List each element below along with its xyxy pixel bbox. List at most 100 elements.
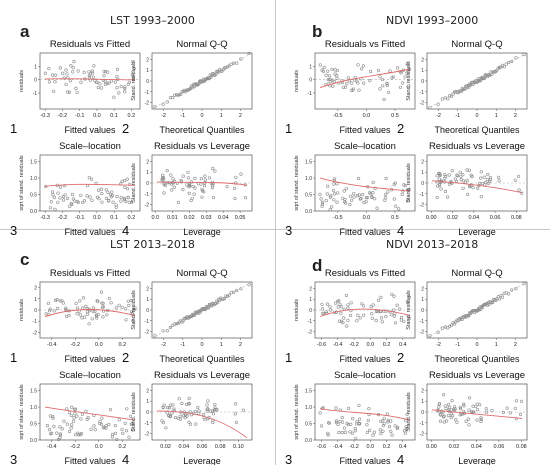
data-point [125,187,130,191]
data-point [465,178,469,182]
x-axis-label: Leverage [458,227,496,237]
data-point [360,67,364,71]
data-point [448,93,452,98]
data-point [99,422,104,426]
plot-title: Residuals vs Leverage [154,370,250,381]
data-point [196,405,200,410]
y-tick-label: 0 [34,308,37,314]
x-tick-label: 2 [514,342,517,348]
panel-letter: c [20,250,30,269]
data-point [206,399,210,403]
data-point [117,418,121,422]
data-point [378,87,382,91]
data-point [466,417,471,421]
data-point [479,419,483,424]
data-point [70,192,75,197]
data-point [376,68,381,72]
data-point [97,197,101,201]
data-point [75,414,79,418]
data-point [185,183,189,187]
x-tick-label: 0.04 [178,444,189,450]
data-point [404,427,408,431]
plot-number: 2 [122,350,129,365]
x-tick-label: 0.04 [468,215,479,221]
data-point [160,419,164,423]
data-point [444,406,448,411]
data-point [437,183,442,187]
data-point [102,69,106,73]
plot-number: 2 [397,121,404,136]
data-point [336,422,340,427]
data-point [172,407,176,411]
data-point [522,52,526,57]
data-point [64,308,68,312]
data-point [318,63,322,67]
data-point [129,422,133,426]
data-point [102,73,106,78]
data-point [519,399,524,403]
data-point [55,431,59,435]
data-point [346,318,350,322]
data-point [407,316,411,320]
diagnostic-plot-3-3: Scale–location sqrt of stand. residuals 1.… [10,370,141,465]
data-point [479,195,483,199]
data-point [58,299,62,303]
x-tick-label: -0.2 [58,215,67,221]
data-point [94,313,98,317]
data-point [89,427,93,431]
data-point [52,195,56,200]
data-point [71,70,75,74]
data-point [211,166,215,171]
x-axis-label: Leverage [458,456,496,465]
y-tick-label: 0 [146,79,149,85]
data-point [73,412,77,416]
data-point [518,412,523,417]
data-point [52,309,56,313]
data-point [56,306,60,311]
data-point [331,188,336,192]
plot-title: Scale–location [334,370,396,381]
data-point [168,414,173,418]
y-tick-label: 2 [146,388,149,394]
plot-title: Scale–location [334,141,396,152]
data-point [194,422,198,426]
data-point [435,195,439,200]
data-point [50,190,55,194]
trend-line [319,308,411,317]
data-point [349,313,353,318]
data-point [360,302,364,306]
data-point [357,193,361,197]
data-point [244,196,248,200]
trend-line [156,410,248,439]
data-point [399,318,404,322]
data-point [473,80,477,84]
data-point [393,321,398,325]
plot-title: Normal Q-Q [176,39,227,50]
data-point [64,306,68,310]
data-point [99,86,103,90]
data-point [58,425,62,429]
data-point [62,419,66,423]
data-point [107,296,111,301]
data-point [93,309,97,314]
x-tick-label: -0.4 [333,342,342,348]
x-tick-label: 0.03 [201,215,212,221]
y-axis-label: sqrt of stand. residuals [19,155,25,211]
data-point [119,199,123,203]
x-tick-label: 0.2 [128,215,136,221]
x-axis-label: Fitted values [339,456,391,465]
data-point [114,306,118,310]
data-point [58,433,63,438]
data-point [46,301,51,305]
data-point [47,309,52,313]
data-point [63,193,67,197]
y-axis-label: Stand. residuals [406,290,412,330]
data-point [385,412,389,416]
data-point [75,312,79,316]
data-point [461,173,465,177]
data-point [79,417,83,421]
y-tick-label: -2 [145,101,150,107]
data-point [53,298,58,303]
diagnostic-plot-3-1: Residuals vs Fitted residuals 2 1 0 -1 -2 -0.4 -… [10,268,141,365]
data-point [93,428,97,432]
